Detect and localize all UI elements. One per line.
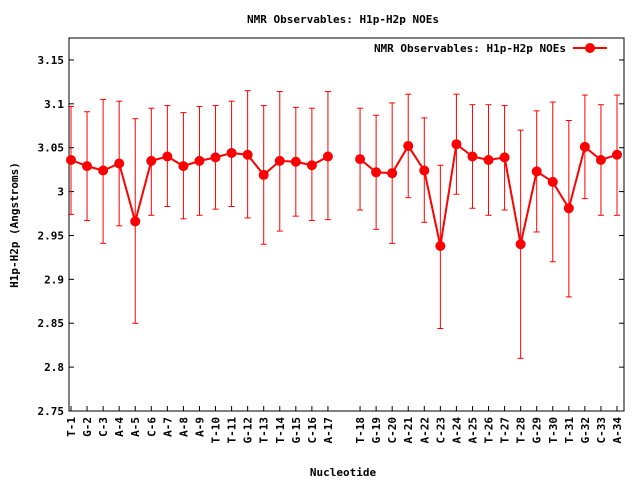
data-point xyxy=(355,154,366,165)
data-point xyxy=(595,154,606,165)
y-tick-label: 2.9 xyxy=(44,273,64,286)
x-tick-label: G-12 xyxy=(242,417,255,444)
legend-swatch-marker xyxy=(585,43,595,53)
data-point xyxy=(483,154,494,165)
x-tick-label: C-20 xyxy=(386,417,399,444)
data-point xyxy=(563,203,574,214)
x-tick-label: T-14 xyxy=(274,417,287,444)
data-point xyxy=(403,140,414,151)
x-tick-label: T-10 xyxy=(210,417,223,444)
x-tick-label: G-29 xyxy=(531,417,544,444)
data-point xyxy=(210,152,221,163)
data-point xyxy=(178,161,189,172)
x-tick-label: A-24 xyxy=(450,417,463,444)
data-point xyxy=(387,168,398,179)
data-point xyxy=(451,139,462,150)
x-tick-label: T-31 xyxy=(563,417,576,444)
x-tick-label: G-2 xyxy=(81,417,94,437)
x-tick-label: T-27 xyxy=(499,417,512,444)
x-tick-label: T-30 xyxy=(547,417,560,444)
x-tick-label: C-16 xyxy=(306,417,319,444)
x-tick-label: A-22 xyxy=(418,417,431,444)
x-tick-label: A-5 xyxy=(129,417,142,437)
x-tick-label: C-3 xyxy=(97,417,110,437)
data-point xyxy=(435,241,446,252)
x-tick-label: A-17 xyxy=(322,417,335,444)
x-tick-label: G-32 xyxy=(579,417,592,444)
data-point xyxy=(146,155,157,166)
x-tick-label: A-34 xyxy=(611,417,624,444)
x-tick-label: G-19 xyxy=(370,417,383,444)
y-tick-label: 2.75 xyxy=(38,405,65,418)
data-point xyxy=(66,154,76,165)
x-tick-label: A-21 xyxy=(402,417,415,444)
y-tick-label: 2.85 xyxy=(38,317,65,330)
x-tick-label: C-6 xyxy=(145,417,158,437)
y-tick-label: 3.05 xyxy=(38,142,65,155)
data-point xyxy=(194,155,205,166)
data-point xyxy=(274,155,285,166)
y-tick-label: 2.8 xyxy=(44,361,64,374)
data-point xyxy=(130,216,141,227)
x-tick-label: A-8 xyxy=(177,417,190,437)
data-point xyxy=(242,149,253,160)
x-tick-label: A-7 xyxy=(161,417,174,437)
x-tick-label: C-23 xyxy=(434,417,447,444)
data-point xyxy=(98,165,109,176)
data-point xyxy=(162,151,173,162)
data-point xyxy=(322,151,333,162)
data-point xyxy=(499,152,510,163)
data-point xyxy=(579,141,590,152)
legend-label: NMR Observables: H1p-H2p NOEs xyxy=(374,42,566,55)
plot-frame xyxy=(68,37,625,412)
data-point xyxy=(547,176,558,187)
data-point xyxy=(515,239,526,250)
y-tick-label: 2.95 xyxy=(38,229,65,242)
data-point xyxy=(82,161,93,172)
y-tick-label: 3.1 xyxy=(44,98,64,111)
chart-title: NMR Observables: H1p-H2p NOEs xyxy=(247,13,439,26)
data-point xyxy=(290,156,301,167)
y-tick-label: 3 xyxy=(57,186,64,199)
x-tick-label: G-15 xyxy=(290,417,303,444)
x-tick-label: T-18 xyxy=(354,417,367,444)
legend: NMR Observables: H1p-H2p NOEs xyxy=(374,42,607,55)
x-tick-label: T-26 xyxy=(483,417,496,444)
y-tick-label: 3.15 xyxy=(38,54,65,67)
data-point xyxy=(226,147,237,158)
data-point xyxy=(306,160,317,171)
data-point xyxy=(467,151,478,162)
x-tick-label: A-4 xyxy=(113,417,126,437)
x-tick-label: A-25 xyxy=(466,417,479,444)
data-point xyxy=(612,149,622,160)
x-tick-label: A-9 xyxy=(193,417,206,437)
x-tick-label: T-13 xyxy=(258,417,271,444)
data-point xyxy=(258,169,269,180)
data-point xyxy=(114,158,125,169)
x-tick-label: T-1 xyxy=(65,417,78,437)
x-tick-label: C-33 xyxy=(595,417,608,444)
data-point xyxy=(419,165,430,176)
x-tick-label: T-28 xyxy=(515,417,528,444)
x-tick-label: T-11 xyxy=(226,417,239,444)
data-point xyxy=(371,167,382,178)
data-point xyxy=(531,166,542,177)
x-axis-label: Nucleotide xyxy=(310,466,377,479)
y-axis-label: H1p-H2p (Angstroms) xyxy=(8,162,21,288)
